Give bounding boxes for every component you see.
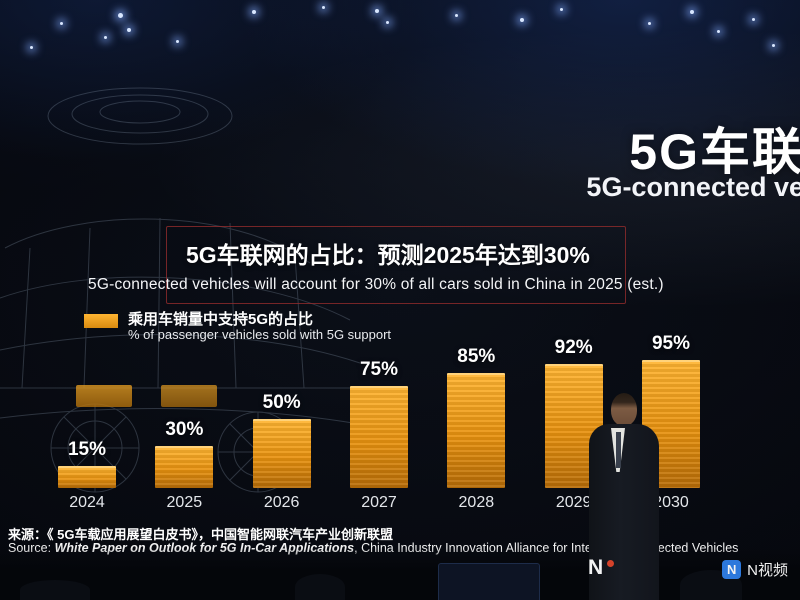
stage-light <box>520 18 524 22</box>
stage-light <box>30 46 33 49</box>
presenter-head <box>611 393 637 426</box>
bar-value-label: 95% <box>651 333 690 354</box>
stage-light <box>176 40 179 43</box>
bar-group: 15% 2024 <box>58 439 116 512</box>
bar <box>155 446 214 488</box>
bar-value-label: 15% <box>67 439 107 460</box>
bar-category-label: 2028 <box>458 494 495 511</box>
presenter-tie <box>616 432 621 468</box>
stage-light <box>127 28 131 32</box>
stage-light <box>772 44 775 47</box>
presenter-suit <box>589 424 659 600</box>
bar-value-label: 92% <box>554 337 593 358</box>
legend-swatch-icon <box>84 314 118 328</box>
reflection-artifact <box>76 385 132 407</box>
bar-group: 92% 2029 <box>544 337 603 512</box>
stage-light <box>118 13 123 18</box>
bar-category-label: 2024 <box>69 494 105 511</box>
nvideo-label: N视频 <box>747 562 788 579</box>
reflection-artifact <box>161 385 217 407</box>
stage-light <box>648 22 651 25</box>
bar-value-label: 30% <box>165 419 204 440</box>
nvideo-logo-icon: N <box>722 560 742 579</box>
slide-title-cn: 5G车联 <box>629 124 800 180</box>
bar <box>252 419 311 488</box>
presenter-person <box>582 390 666 600</box>
watermark-left: N <box>588 556 615 580</box>
legend-label-cn: 乘用车销量中支持5G的占比 <box>128 311 314 328</box>
bar-value-label: 50% <box>262 392 301 413</box>
stage-light <box>60 22 63 25</box>
bar-group: 50% 2026 <box>252 392 311 512</box>
bar-group: 75% 2027 <box>349 359 408 512</box>
bar-category-label: 2027 <box>361 494 397 511</box>
stage-light <box>690 10 694 14</box>
stage-light <box>322 6 325 9</box>
bar <box>349 386 408 488</box>
bar-category-label: 2025 <box>166 494 203 511</box>
source-line-cn: 来源：《 5G车载应用展望白皮书》，中国智能网联汽车产业创新联盟 <box>8 527 393 542</box>
bar-category-label: 2026 <box>263 494 300 511</box>
bar <box>58 466 116 488</box>
chart-title: 5G车联网的占比：预测2025年达到30% <box>186 242 590 268</box>
stage-light <box>717 30 720 33</box>
slide-title-en: 5G-connected ve <box>586 172 800 202</box>
stage-light <box>104 36 107 39</box>
stage-light <box>752 18 755 21</box>
audience-area <box>0 548 800 600</box>
chart-title-frame <box>166 226 626 304</box>
chart-subtitle: 5G-connected vehicles will account for 3… <box>88 276 664 293</box>
bar-value-label: 75% <box>359 359 398 380</box>
legend-label-en: % of passenger vehicles sold with 5G sup… <box>128 327 392 342</box>
bar <box>447 373 506 488</box>
bar-category-label: 2030 <box>653 494 689 511</box>
watermark-right: N N视频 <box>722 559 788 580</box>
watermark-left-letter: N <box>588 556 604 579</box>
audience-head <box>295 574 345 600</box>
laptop-silhouette <box>438 563 540 600</box>
audience-head <box>20 580 90 600</box>
bar-group: 30% 2025 <box>155 419 214 512</box>
stage-light <box>386 21 389 24</box>
stage-light <box>560 8 563 11</box>
watermark-left-dot-icon <box>607 559 615 567</box>
bar-value-label: 85% <box>457 346 496 367</box>
stage-light <box>455 14 458 17</box>
stage-light <box>375 9 379 13</box>
bar-category-label: 2029 <box>555 494 592 511</box>
bar-group: 85% 2028 <box>447 346 506 512</box>
stage-light <box>252 10 256 14</box>
